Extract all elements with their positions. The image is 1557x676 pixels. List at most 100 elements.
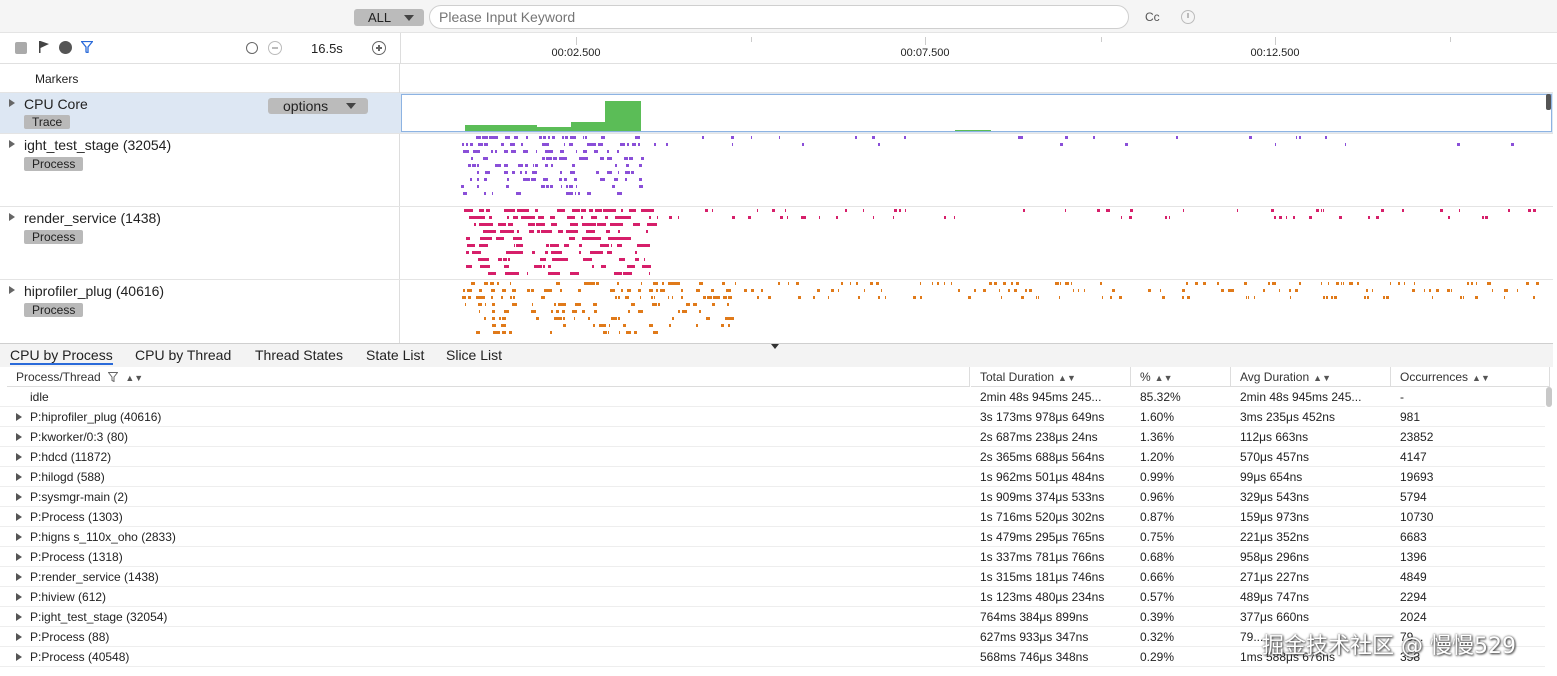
activity-slice [932, 282, 933, 285]
expand-row-icon[interactable] [16, 433, 22, 441]
table-row[interactable]: P:sysmgr-main (2) 1s 909ms 374μs 533ns 0.9… [0, 487, 1545, 507]
table-row[interactable]: P:ight_test_stage (32054) 764ms 384μs 899… [0, 607, 1545, 627]
activity-slice [623, 324, 625, 327]
sort-icon[interactable]: ▲▼ [1313, 373, 1331, 383]
activity-slice [639, 164, 642, 167]
table-row[interactable]: P:Process (1303) 1s 716ms 520μs 302ns 0.87… [0, 507, 1545, 527]
expand-row-icon[interactable] [16, 513, 22, 521]
tab-cpu-by-thread[interactable]: CPU by Thread [135, 347, 232, 363]
expand-row-icon[interactable] [16, 573, 22, 581]
activity-slice [505, 272, 511, 275]
expand-row-icon[interactable] [16, 653, 22, 661]
activity-slice [893, 216, 894, 219]
activity-slice [495, 331, 500, 334]
activity-slice [727, 289, 731, 292]
timer-icon[interactable] [246, 42, 258, 54]
expand-row-icon[interactable] [16, 613, 22, 621]
column-header-process[interactable]: Process/Thread ▲▼ [7, 367, 970, 387]
occurrences-cell: 23852 [1400, 430, 1434, 444]
filter-icon[interactable] [107, 372, 119, 383]
table-row[interactable]: P:Process (40548) 568ms 746μs 348ns 0.29% 1… [0, 647, 1545, 667]
sort-icon[interactable]: ▲▼ [1472, 373, 1490, 383]
track-scrollbar[interactable] [1546, 94, 1551, 110]
table-row[interactable]: P:Process (88) 627ms 933μs 347ns 0.32% 79..… [0, 627, 1545, 647]
column-header-occurrences[interactable]: Occurrences ▲▼ [1391, 367, 1550, 387]
activity-slice [1488, 282, 1491, 285]
activity-slice [1528, 209, 1531, 212]
tab-cpu-by-process[interactable]: CPU by Process [10, 347, 113, 365]
flag-icon[interactable] [38, 41, 50, 53]
activity-slice [1217, 282, 1219, 285]
tab-state-list[interactable]: State List [366, 347, 425, 363]
table-row[interactable]: P:render_service (1438) 1s 315ms 181μs 74… [0, 567, 1545, 587]
activity-slice [523, 178, 525, 181]
activity-slice [505, 136, 510, 139]
expand-row-icon[interactable] [16, 453, 22, 461]
expand-icon[interactable] [9, 99, 15, 107]
activity-slice [1349, 282, 1352, 285]
process-track[interactable]: ight_test_stage (32054) Process [0, 134, 1553, 207]
options-dropdown[interactable]: options [268, 98, 368, 114]
sort-icon[interactable]: ▲▼ [125, 373, 144, 383]
process-track[interactable]: render_service (1438) Process [0, 207, 1553, 280]
scope-select[interactable]: ALL [354, 9, 424, 26]
table-row[interactable]: P:Process (1318) 1s 337ms 781μs 766ns 0.68… [0, 547, 1545, 567]
cpu-core-track[interactable]: CPU Core Trace options [0, 93, 1553, 134]
activity-slice [509, 209, 514, 212]
expand-icon[interactable] [9, 286, 15, 294]
table-row[interactable]: idle 2min 48s 945ms 245... 85.32% 2min 48s … [0, 387, 1545, 407]
time-axis[interactable]: 00:02.500 00:07.500 00:12.500 [400, 33, 1553, 64]
cpu-usage-graph[interactable] [401, 94, 1552, 132]
expand-icon[interactable] [9, 213, 15, 221]
sort-icon[interactable]: ▲▼ [1154, 373, 1173, 383]
column-header-total-duration[interactable]: Total Duration ▲▼ [971, 367, 1131, 387]
expand-row-icon[interactable] [16, 493, 22, 501]
zoom-out-icon[interactable] [268, 41, 282, 55]
activity-slice [584, 282, 588, 285]
activity-slice [658, 303, 660, 306]
tab-thread-states[interactable]: Thread States [255, 347, 343, 363]
activity-slice [572, 164, 575, 167]
column-header-avg-duration[interactable]: Avg Duration ▲▼ [1231, 367, 1391, 387]
history-icon[interactable] [1181, 10, 1195, 24]
panel-resize-handle[interactable] [771, 344, 779, 349]
activity-slice [536, 164, 538, 167]
process-activity-lane[interactable] [401, 280, 1553, 342]
table-scrollbar[interactable] [1546, 387, 1552, 407]
activity-slice [474, 216, 476, 219]
tab-slice-list[interactable]: Slice List [446, 347, 503, 363]
table-row[interactable]: P:hiview (612) 1s 123ms 480μs 234ns 0.57% 4… [0, 587, 1545, 607]
activity-slice [828, 296, 829, 299]
stop-icon[interactable] [15, 42, 27, 54]
process-activity-lane[interactable] [401, 134, 1553, 206]
avg-duration-cell: 2min 48s 945ms 245... [1240, 390, 1362, 404]
zoom-in-icon[interactable] [372, 41, 386, 55]
expand-row-icon[interactable] [16, 593, 22, 601]
expand-row-icon[interactable] [16, 413, 22, 421]
activity-slice [1011, 282, 1013, 285]
sort-icon[interactable]: ▲▼ [1058, 373, 1076, 383]
table-row[interactable]: P:hdcd (11872) 2s 365ms 688μs 564ns 1.20% 5… [0, 447, 1545, 467]
filter-icon[interactable] [81, 41, 93, 53]
activity-slice [1102, 296, 1103, 299]
expand-row-icon[interactable] [16, 533, 22, 541]
activity-slice [780, 216, 783, 219]
table-row[interactable]: P:higns s_110x_oho (2833) 1s 479ms 295μs … [0, 527, 1545, 547]
activity-slice [564, 244, 569, 247]
globe-icon[interactable] [59, 41, 72, 54]
axis-tick [576, 37, 577, 45]
expand-icon[interactable] [9, 140, 15, 148]
table-row[interactable]: P:hiprofiler_plug (40616) 3s 173ms 978μs … [0, 407, 1545, 427]
expand-row-icon[interactable] [16, 553, 22, 561]
activity-slice [562, 136, 564, 139]
column-header-percent[interactable]: % ▲▼ [1131, 367, 1231, 387]
process-activity-lane[interactable] [401, 207, 1553, 279]
activity-slice [1008, 289, 1010, 292]
keyword-search-input[interactable] [429, 5, 1129, 29]
table-row[interactable]: P:kworker/0:3 (80) 2s 687ms 238μs 24ns 1.3… [0, 427, 1545, 447]
table-row[interactable]: P:hilogd (588) 1s 962ms 501μs 484ns 0.99% 9… [0, 467, 1545, 487]
expand-row-icon[interactable] [16, 473, 22, 481]
process-track[interactable]: hiprofiler_plug (40616) Process [0, 280, 1553, 343]
expand-row-icon[interactable] [16, 633, 22, 641]
case-sensitive-toggle[interactable]: Cc [1145, 10, 1160, 24]
